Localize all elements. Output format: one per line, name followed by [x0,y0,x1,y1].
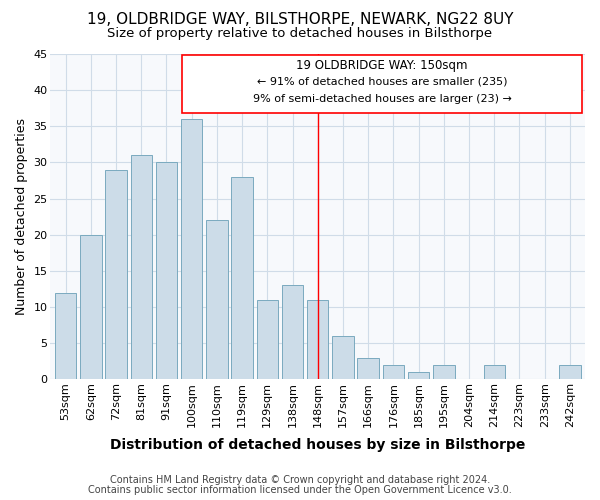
Bar [80,235,101,380]
Bar [559,365,581,380]
Bar [484,365,505,380]
Bar [282,286,303,380]
FancyBboxPatch shape [182,56,583,114]
Bar [408,372,430,380]
Text: 9% of semi-detached houses are larger (23) →: 9% of semi-detached houses are larger (2… [253,94,511,104]
Bar [105,170,127,380]
X-axis label: Distribution of detached houses by size in Bilsthorpe: Distribution of detached houses by size … [110,438,526,452]
Text: Contains HM Land Registry data © Crown copyright and database right 2024.: Contains HM Land Registry data © Crown c… [110,475,490,485]
Bar [206,220,227,380]
Text: Size of property relative to detached houses in Bilsthorpe: Size of property relative to detached ho… [107,28,493,40]
Text: Contains public sector information licensed under the Open Government Licence v3: Contains public sector information licen… [88,485,512,495]
Bar [332,336,353,380]
Bar [307,300,328,380]
Y-axis label: Number of detached properties: Number of detached properties [15,118,28,315]
Bar [433,365,455,380]
Bar [232,177,253,380]
Text: ← 91% of detached houses are smaller (235): ← 91% of detached houses are smaller (23… [257,76,507,86]
Bar [55,292,76,380]
Text: 19, OLDBRIDGE WAY, BILSTHORPE, NEWARK, NG22 8UY: 19, OLDBRIDGE WAY, BILSTHORPE, NEWARK, N… [87,12,513,28]
Bar [131,156,152,380]
Bar [156,162,177,380]
Text: 19 OLDBRIDGE WAY: 150sqm: 19 OLDBRIDGE WAY: 150sqm [296,60,468,72]
Bar [181,119,202,380]
Bar [358,358,379,380]
Bar [257,300,278,380]
Bar [383,365,404,380]
